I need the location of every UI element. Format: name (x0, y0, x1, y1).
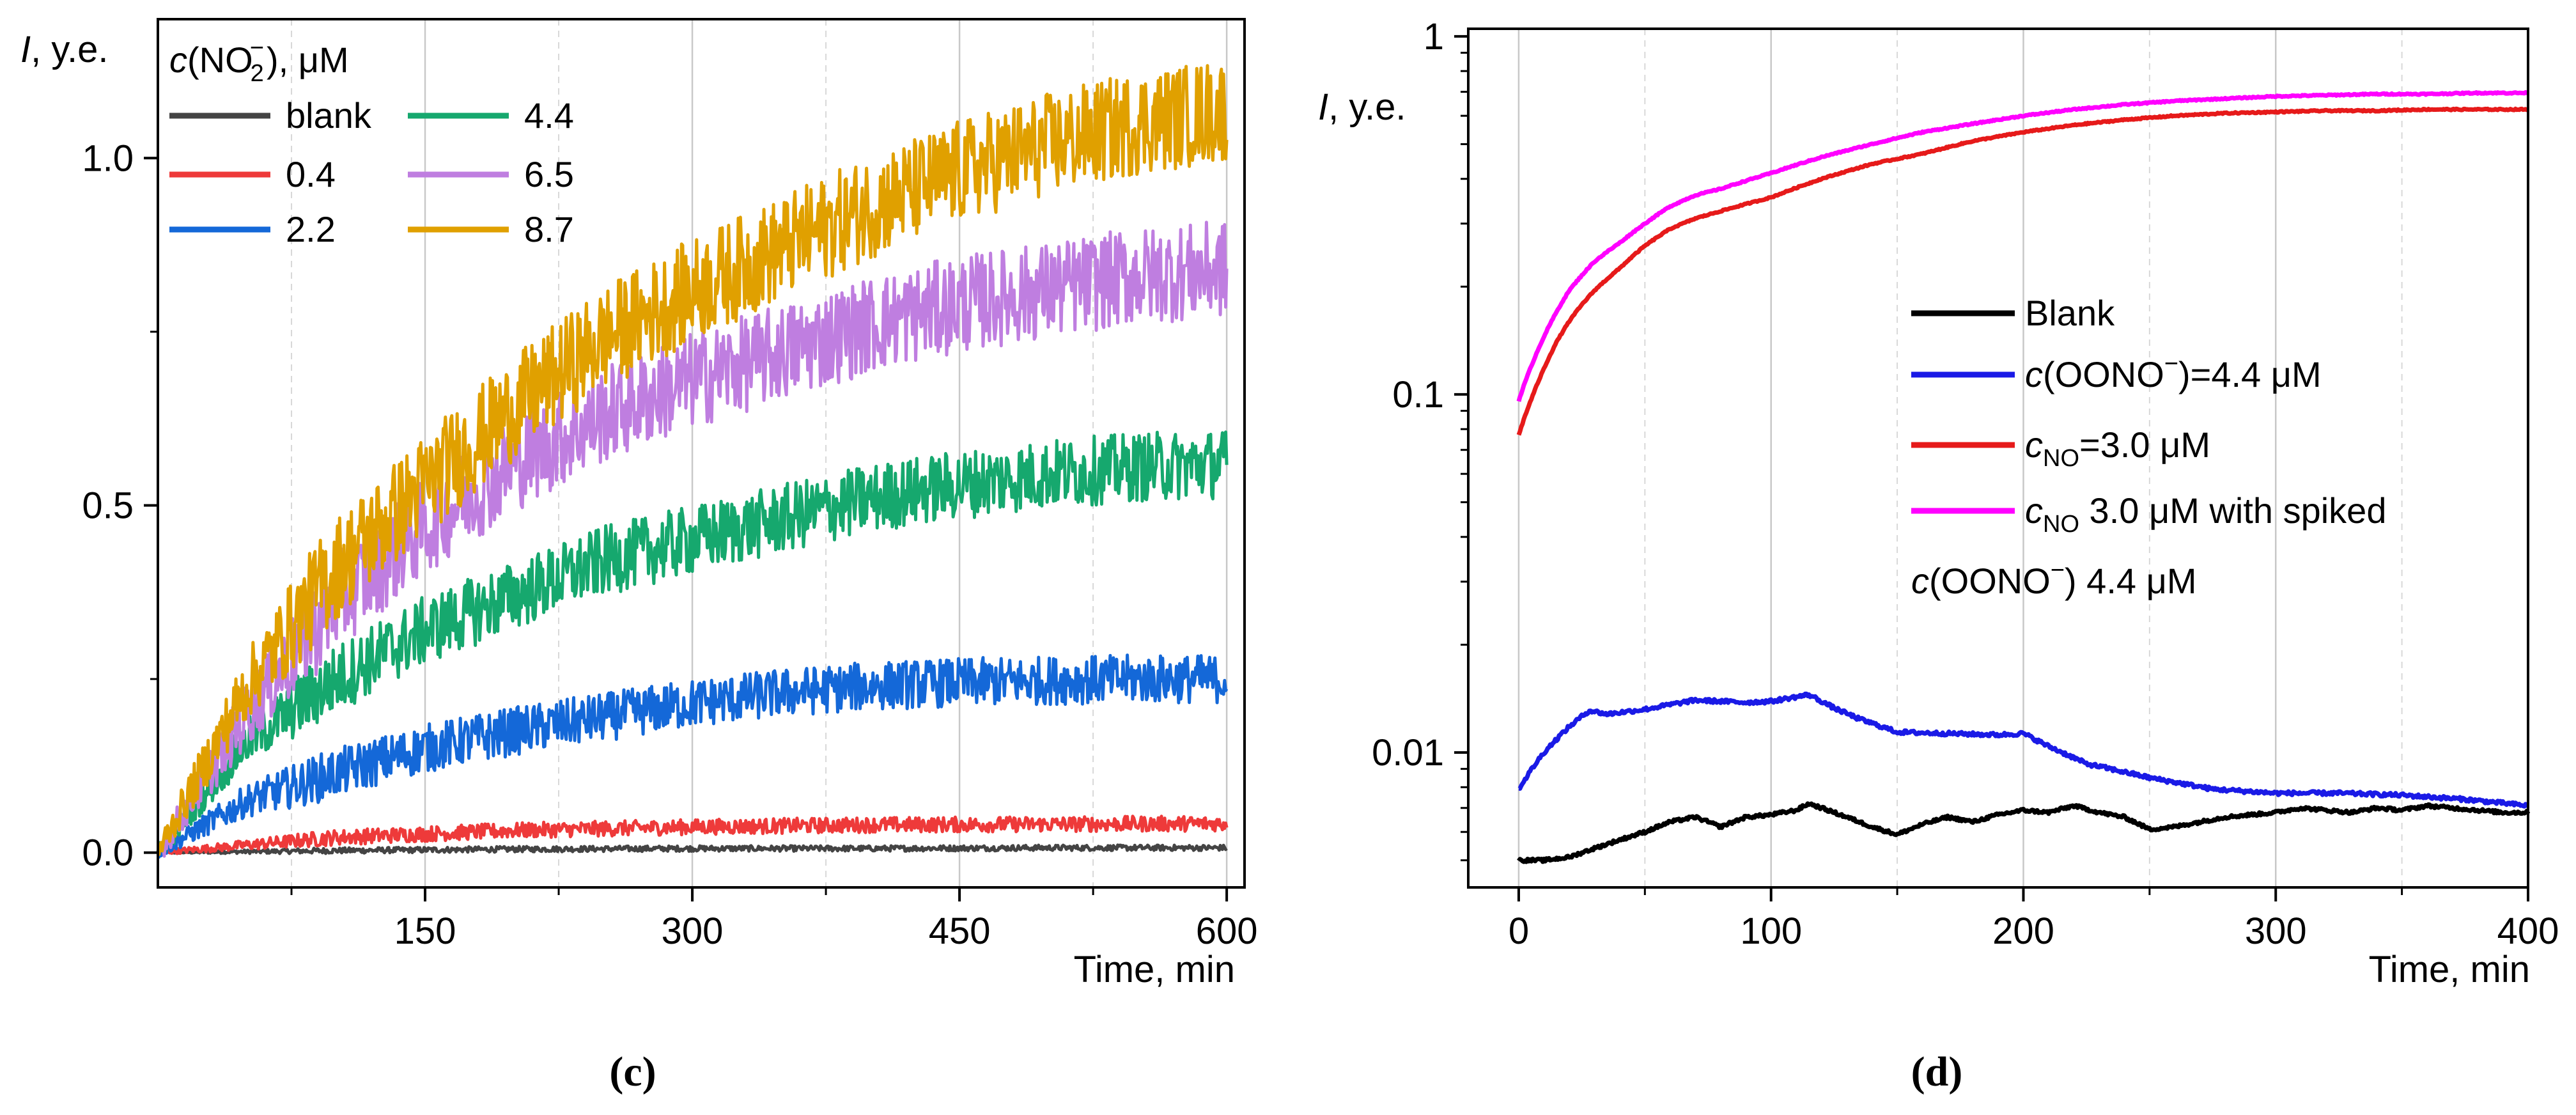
c-series-group (156, 64, 1229, 859)
d-ylabel-italic: I (1318, 86, 1328, 128)
d-legend-item-oono: c(OONO−)=4.4 μM (1911, 350, 2322, 394)
d-legend: Blank c(OONO−)=4.4 μM cNO=3.0 μM cNO 3.0… (1911, 293, 2386, 601)
d-y-tick-label: 0.01 (1372, 732, 1444, 774)
c-legend: c(NO2−), μM blank 0.4 2.2 4.4 6.5 8.7 (169, 35, 574, 249)
d-series-group (1516, 90, 2531, 864)
c-legend-items: blank 0.4 2.2 4.4 6.5 8.7 (169, 95, 574, 249)
d-series-0 (1517, 801, 2531, 864)
c-series-blank (157, 843, 1228, 855)
c-y-tick-label: 1.0 (82, 137, 134, 179)
d-x-tick-label: 200 (1992, 910, 2054, 952)
d-xlabel: Time, min (2369, 949, 2530, 990)
c-x-tick-label: 300 (662, 910, 724, 952)
d-ylabel-rest: , y.e. (1328, 86, 1406, 128)
c-legend-label-0-4: 0.4 (286, 154, 336, 194)
d-panel-caption: (d) (1911, 1049, 1963, 1095)
c-y-tick-label: 0.0 (82, 832, 134, 874)
d-axes: 0 100 200 300 400 0.01 0.1 1 (1372, 16, 2559, 952)
c-legend-label-6-5: 6.5 (524, 154, 574, 194)
d-x-tick-label: 100 (1740, 910, 1802, 952)
c-series-2-2 (156, 653, 1229, 859)
d-series-2 (1516, 106, 2529, 436)
c-x-tick-label: 450 (929, 910, 991, 952)
d-legend-item-cno-spiked: cNO 3.0 μM with spiked (1911, 490, 2386, 538)
d-y-tick-label: 1 (1424, 16, 1444, 58)
d-legend-label-cno-spiked: cNO 3.0 μM with spiked (2025, 490, 2386, 538)
d-series-3 (1516, 90, 2529, 402)
d-legend-item-blank: Blank (1911, 293, 2115, 333)
c-y-tick-label: 0.5 (82, 485, 134, 526)
c-series-0-4 (157, 815, 1229, 855)
c-panel-caption: (c) (609, 1049, 656, 1095)
c-xlabel: Time, min (1074, 949, 1235, 990)
d-x-tick-label: 300 (2245, 910, 2307, 952)
c-series-6-5 (157, 221, 1229, 858)
d-series-1 (1517, 691, 2529, 809)
d-ylabel: I, y.e. (1318, 86, 1406, 128)
c-x-tick-label: 600 (1196, 910, 1258, 952)
d-legend-label-blank: Blank (2025, 293, 2115, 333)
d-y-tick-label: 0.1 (1392, 374, 1444, 416)
c-series-8-7 (156, 64, 1229, 856)
d-legend-item-cno: cNO=3.0 μM (1911, 425, 2210, 472)
c-plot-frame (157, 18, 1246, 889)
d-plot-frame (1467, 27, 2529, 889)
d-x-tick-label: 0 (1509, 910, 1529, 952)
c-ylabel-rest: , y.e. (31, 29, 108, 70)
c-legend-label-8-7: 8.7 (524, 209, 574, 249)
d-grid (1517, 29, 2403, 887)
c-ylabel-italic: I (20, 29, 31, 70)
c-series-4-4 (156, 430, 1229, 854)
c-legend-label-2-2: 2.2 (286, 209, 336, 249)
c-axes: 150 300 450 600 0.0 0.5 1.0 (82, 137, 1257, 952)
d-legend-label-cno: cNO=3.0 μM (2025, 425, 2210, 472)
c-ylabel: I, y.e. (20, 29, 109, 70)
d-legend-note: c(OONO−) 4.4 μM (1911, 557, 2197, 601)
c-x-tick-label: 150 (394, 910, 456, 952)
d-x-tick-label: 400 (2497, 910, 2559, 952)
d-legend-label-oono: c(OONO−)=4.4 μM (2025, 350, 2322, 394)
c-legend-title: c(NO2−), μM (169, 35, 349, 87)
c-legend-label-blank: blank (286, 95, 372, 136)
c-legend-label-4-4: 4.4 (524, 95, 574, 136)
